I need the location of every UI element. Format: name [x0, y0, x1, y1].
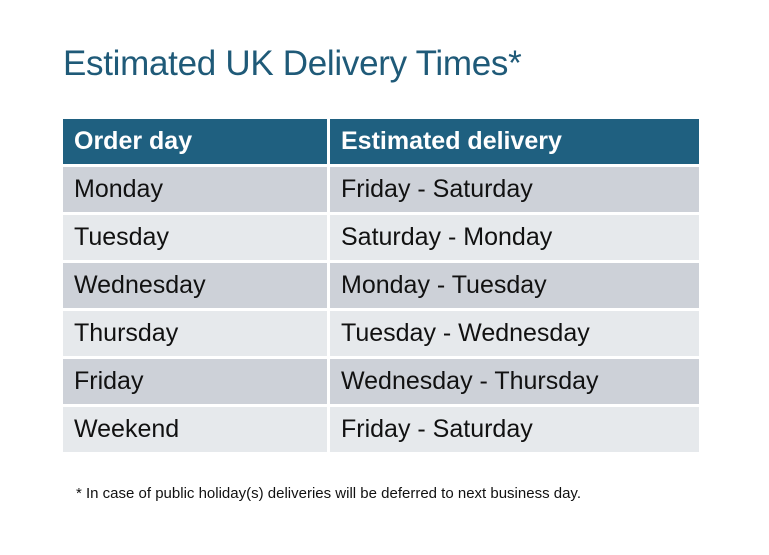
order-day-cell: Thursday [63, 311, 327, 356]
order-day-cell: Tuesday [63, 215, 327, 260]
footnote: * In case of public holiday(s) deliverie… [76, 485, 581, 502]
order-day-cell: Wednesday [63, 263, 327, 308]
delivery-cell: Tuesday - Wednesday [330, 311, 699, 356]
delivery-table: Order day Estimated delivery Monday Frid… [60, 116, 702, 455]
table-row: Wednesday Monday - Tuesday [63, 263, 699, 308]
delivery-cell: Friday - Saturday [330, 407, 699, 452]
delivery-cell: Saturday - Monday [330, 215, 699, 260]
column-header-order-day: Order day [63, 119, 327, 164]
page-title: Estimated UK Delivery Times* [63, 44, 522, 83]
delivery-cell: Wednesday - Thursday [330, 359, 699, 404]
table-row: Weekend Friday - Saturday [63, 407, 699, 452]
table-row: Monday Friday - Saturday [63, 167, 699, 212]
delivery-cell: Friday - Saturday [330, 167, 699, 212]
table-header-row: Order day Estimated delivery [63, 119, 699, 164]
order-day-cell: Friday [63, 359, 327, 404]
order-day-cell: Monday [63, 167, 327, 212]
order-day-cell: Weekend [63, 407, 327, 452]
table-row: Friday Wednesday - Thursday [63, 359, 699, 404]
table-row: Tuesday Saturday - Monday [63, 215, 699, 260]
table-row: Thursday Tuesday - Wednesday [63, 311, 699, 356]
delivery-cell: Monday - Tuesday [330, 263, 699, 308]
column-header-estimated-delivery: Estimated delivery [330, 119, 699, 164]
